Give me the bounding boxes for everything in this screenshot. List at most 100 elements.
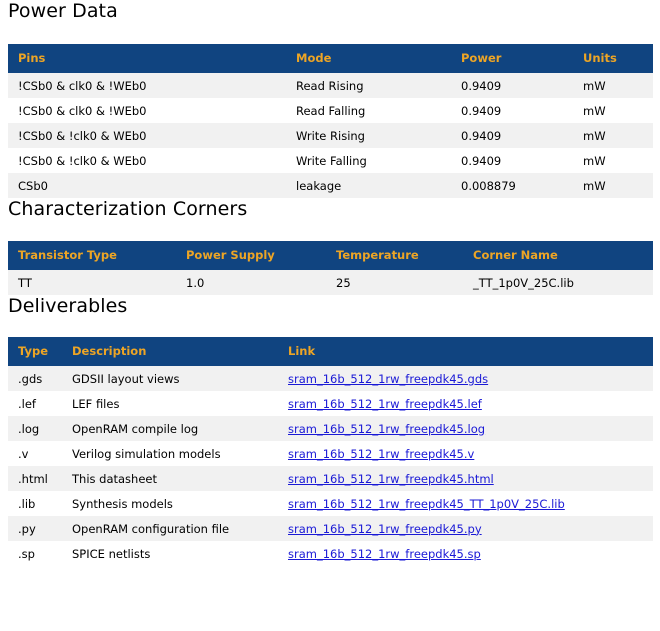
power-data-table-wrapper: Pins Mode Power Units !CSb0 & clk0 & !WE… [8, 22, 653, 198]
cell-type: .html [8, 466, 62, 491]
cell-pins: !CSb0 & clk0 & !WEb0 [8, 98, 286, 123]
cell-description: LEF files [62, 391, 278, 416]
characterization-corners-heading: Characterization Corners [8, 198, 248, 220]
table-row: !CSb0 & clk0 & !WEb0 Read Rising 0.9409 … [8, 73, 653, 98]
column-header-mode[interactable]: Mode [286, 44, 451, 73]
cell-link: sram_16b_512_1rw_freepdk45.log [278, 416, 653, 441]
cell-power: 0.9409 [451, 73, 573, 98]
cell-pins: CSb0 [8, 173, 286, 198]
cell-power: 0.008879 [451, 173, 573, 198]
cell-mode: leakage [286, 173, 451, 198]
datasheet-page: Power Data Pins Mode Power Units !CSb0 &… [8, 0, 653, 566]
power-data-heading: Power Data [8, 0, 118, 22]
column-header-power[interactable]: Power [451, 44, 573, 73]
column-header-pins[interactable]: Pins [8, 44, 286, 73]
cell-link: sram_16b_512_1rw_freepdk45.html [278, 466, 653, 491]
cell-units: mW [573, 73, 653, 98]
table-header-row: Type Description Link [8, 337, 653, 366]
cell-mode: Write Rising [286, 123, 451, 148]
cell-type: .log [8, 416, 62, 441]
cell-corner-name: _TT_1p0V_25C.lib [463, 270, 653, 295]
column-header-type[interactable]: Type [8, 337, 62, 366]
cell-mode: Read Falling [286, 98, 451, 123]
cell-temperature: 25 [326, 270, 463, 295]
cell-units: mW [573, 148, 653, 173]
table-row: .gds GDSII layout views sram_16b_512_1rw… [8, 366, 653, 391]
cell-type: .lef [8, 391, 62, 416]
cell-description: SPICE netlists [62, 541, 278, 566]
deliverable-link[interactable]: sram_16b_512_1rw_freepdk45_TT_1p0V_25C.l… [288, 496, 565, 511]
power-data-table: Pins Mode Power Units !CSb0 & clk0 & !WE… [8, 44, 653, 198]
characterization-corners-table-body: TT 1.0 25 _TT_1p0V_25C.lib [8, 270, 653, 295]
cell-link: sram_16b_512_1rw_freepdk45.sp [278, 541, 653, 566]
table-header-row: Transistor Type Power Supply Temperature… [8, 241, 653, 270]
deliverable-link[interactable]: sram_16b_512_1rw_freepdk45.py [288, 521, 482, 536]
cell-power: 0.9409 [451, 148, 573, 173]
cell-description: Verilog simulation models [62, 441, 278, 466]
cell-link: sram_16b_512_1rw_freepdk45.v [278, 441, 653, 466]
power-data-table-body: !CSb0 & clk0 & !WEb0 Read Rising 0.9409 … [8, 73, 653, 198]
cell-description: OpenRAM compile log [62, 416, 278, 441]
deliverable-link[interactable]: sram_16b_512_1rw_freepdk45.gds [288, 371, 489, 386]
cell-units: mW [573, 173, 653, 198]
cell-link: sram_16b_512_1rw_freepdk45.lef [278, 391, 653, 416]
cell-power: 0.9409 [451, 123, 573, 148]
cell-mode: Write Falling [286, 148, 451, 173]
deliverables-heading: Deliverables [8, 295, 128, 317]
deliverables-table-body: .gds GDSII layout views sram_16b_512_1rw… [8, 366, 653, 566]
column-header-transistor-type[interactable]: Transistor Type [8, 241, 176, 270]
cell-pins: !CSb0 & clk0 & !WEb0 [8, 73, 286, 98]
cell-type: .py [8, 516, 62, 541]
characterization-corners-table-wrapper: Transistor Type Power Supply Temperature… [8, 220, 653, 295]
table-row: !CSb0 & clk0 & !WEb0 Read Falling 0.9409… [8, 98, 653, 123]
cell-power: 0.9409 [451, 98, 573, 123]
table-row: CSb0 leakage 0.008879 mW [8, 173, 653, 198]
power-data-table-head: Pins Mode Power Units [8, 44, 653, 73]
cell-type: .lib [8, 491, 62, 516]
column-header-power-supply[interactable]: Power Supply [176, 241, 326, 270]
cell-link: sram_16b_512_1rw_freepdk45_TT_1p0V_25C.l… [278, 491, 653, 516]
table-row: !CSb0 & !clk0 & WEb0 Write Falling 0.940… [8, 148, 653, 173]
deliverable-link[interactable]: sram_16b_512_1rw_freepdk45.log [288, 421, 486, 436]
table-row: .sp SPICE netlists sram_16b_512_1rw_free… [8, 541, 653, 566]
cell-link: sram_16b_512_1rw_freepdk45.py [278, 516, 653, 541]
characterization-corners-table-head: Transistor Type Power Supply Temperature… [8, 241, 653, 270]
column-header-link[interactable]: Link [278, 337, 653, 366]
table-row: .html This datasheet sram_16b_512_1rw_fr… [8, 466, 653, 491]
table-row: .lib Synthesis models sram_16b_512_1rw_f… [8, 491, 653, 516]
cell-description: Synthesis models [62, 491, 278, 516]
deliverable-link[interactable]: sram_16b_512_1rw_freepdk45.lef [288, 396, 482, 411]
column-header-temperature[interactable]: Temperature [326, 241, 463, 270]
deliverable-link[interactable]: sram_16b_512_1rw_freepdk45.sp [288, 546, 481, 561]
table-row: .v Verilog simulation models sram_16b_51… [8, 441, 653, 466]
table-row: TT 1.0 25 _TT_1p0V_25C.lib [8, 270, 653, 295]
column-header-corner-name[interactable]: Corner Name [463, 241, 653, 270]
deliverables-table-head: Type Description Link [8, 337, 653, 366]
cell-description: This datasheet [62, 466, 278, 491]
cell-description: GDSII layout views [62, 366, 278, 391]
deliverable-link[interactable]: sram_16b_512_1rw_freepdk45.v [288, 446, 475, 461]
deliverables-table-wrapper: Type Description Link .gds GDSII layout … [8, 317, 653, 566]
cell-units: mW [573, 123, 653, 148]
table-header-row: Pins Mode Power Units [8, 44, 653, 73]
cell-pins: !CSb0 & !clk0 & WEb0 [8, 148, 286, 173]
table-row: .py OpenRAM configuration file sram_16b_… [8, 516, 653, 541]
characterization-corners-table: Transistor Type Power Supply Temperature… [8, 241, 653, 295]
column-header-description[interactable]: Description [62, 337, 278, 366]
cell-description: OpenRAM configuration file [62, 516, 278, 541]
cell-link: sram_16b_512_1rw_freepdk45.gds [278, 366, 653, 391]
column-header-units[interactable]: Units [573, 44, 653, 73]
deliverables-table: Type Description Link .gds GDSII layout … [8, 337, 653, 566]
cell-type: .gds [8, 366, 62, 391]
cell-pins: !CSb0 & !clk0 & WEb0 [8, 123, 286, 148]
table-row: .log OpenRAM compile log sram_16b_512_1r… [8, 416, 653, 441]
deliverable-link[interactable]: sram_16b_512_1rw_freepdk45.html [288, 471, 494, 486]
table-row: .lef LEF files sram_16b_512_1rw_freepdk4… [8, 391, 653, 416]
cell-type: .sp [8, 541, 62, 566]
cell-power-supply: 1.0 [176, 270, 326, 295]
cell-type: .v [8, 441, 62, 466]
cell-transistor-type: TT [8, 270, 176, 295]
cell-units: mW [573, 98, 653, 123]
table-row: !CSb0 & !clk0 & WEb0 Write Rising 0.9409… [8, 123, 653, 148]
cell-mode: Read Rising [286, 73, 451, 98]
